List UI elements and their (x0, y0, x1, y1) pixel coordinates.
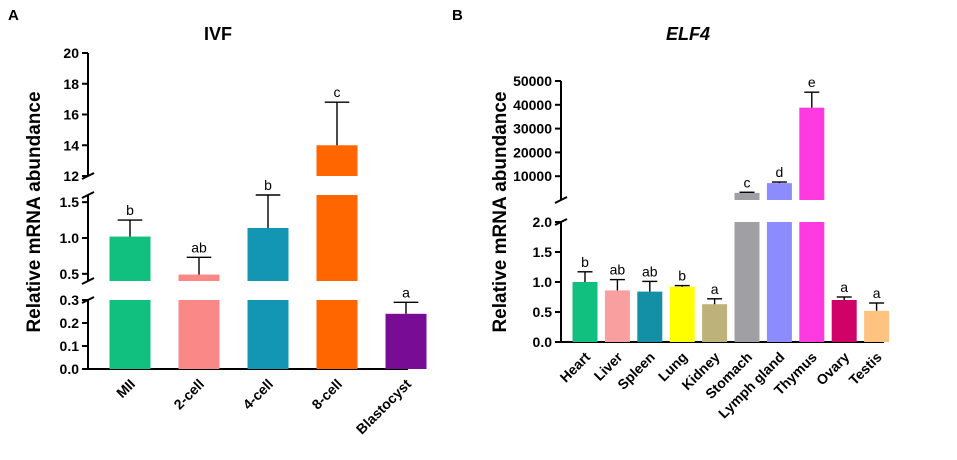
panel-b-significance-label: a (873, 285, 881, 301)
panel-a-axis-break-mark (81, 191, 95, 199)
panel-b-category-label: Heart (556, 349, 593, 386)
panel-a-y-tick-label: 1.5 (60, 194, 80, 210)
panel-b-bar-segment (734, 222, 760, 342)
panel-a-significance-label: a (402, 284, 410, 300)
panel-b-bar (604, 290, 630, 342)
panel-a-y-tick-label: 0.2 (60, 315, 80, 331)
panel-a-bar (109, 236, 151, 281)
panel-b-significance-label: b (678, 268, 686, 284)
panel-a-axis-break-mark (81, 277, 95, 285)
panel-b-y-tick-label: 20000 (513, 144, 552, 160)
panel-b-significance-label: ab (610, 262, 626, 278)
panel-a-bar-segment (316, 300, 358, 369)
panel-b-plot: 0.0 0.5 1.0 1.5 2.0 10000 20000 30000 40000 50000… (513, 73, 890, 421)
panel-b-y-tick-label: 30000 (513, 121, 552, 137)
panel-a-title: IVF (204, 24, 232, 44)
panel-a-bar (385, 313, 427, 369)
panel-a-category-label: MII (113, 376, 138, 401)
panel-b-ylabel: Relative mRNA abundance (490, 91, 511, 332)
panel-a-y-tick-label: 0.1 (60, 338, 80, 354)
panel-a-bar-segment (316, 195, 358, 281)
panel-b-y-tick-label: 10000 (513, 168, 552, 184)
panel-b-bar (637, 291, 663, 342)
panel-b-bar (702, 304, 728, 342)
panel-b-y-tick-label: 40000 (513, 97, 552, 113)
panel-b-bar (669, 286, 695, 342)
panel-a-category-label: 4-cell (239, 376, 276, 413)
panel-a-y-tick-label: 1.0 (60, 230, 80, 246)
panel-a-bar (178, 274, 220, 281)
panel-a-significance-label: ab (191, 239, 207, 255)
panel-b-axis-break-mark (554, 218, 568, 226)
panel-a-bar-segment (178, 300, 220, 369)
panel-b-category-label: Ovary (813, 349, 853, 389)
panel-b-y-tick-label: 1.0 (533, 274, 553, 290)
panel-b-bar (864, 310, 890, 342)
panel-b-significance-label: e (808, 74, 816, 90)
panel-b-y-tick-label: 1.5 (533, 244, 553, 260)
panel-a-category-label: Blastocyst (353, 376, 415, 438)
panel-b-significance-label: c (744, 174, 751, 190)
panel-b-bar-segment (766, 222, 792, 342)
panel-a-significance-label: b (126, 202, 134, 218)
panel-a-category-label: 8-cell (308, 376, 345, 413)
panel-b-y-tick-label: 50000 (513, 73, 552, 89)
panel-b-significance-label: a (711, 281, 719, 297)
panel-b-y-tick-label: 0.0 (533, 334, 553, 350)
panel-a-y-tick-label: 14 (63, 137, 79, 153)
panel-b-significance-label: a (840, 279, 848, 295)
panel-a-significance-label: c (334, 84, 341, 100)
panel-a-y-tick-label: 0.0 (60, 361, 80, 377)
panel-a-significance-label: b (264, 177, 272, 193)
panel-a-category-label: 2-cell (170, 376, 207, 413)
panel-b-bar (831, 300, 857, 342)
panel-b-letter: B (452, 7, 463, 24)
panel-a-y-tick-label: 0.5 (60, 266, 80, 282)
panel-a-y-tick-label: 12 (63, 168, 79, 184)
panel-a-ylabel: Relative mRNA abundance (24, 91, 45, 332)
panel-b-significance-label: d (776, 164, 784, 180)
panel-b-y-tick-label: 2.0 (533, 214, 553, 230)
panel-a-letter: A (8, 7, 19, 24)
panel-a-bar (247, 227, 289, 281)
panel-a-y-tick-label: 20 (63, 45, 79, 61)
panel-b-bar (799, 107, 825, 200)
panel-a-axis-break-mark (81, 296, 95, 304)
panel-b-bar (734, 192, 760, 200)
panel-a-bar-segment (247, 300, 289, 369)
panel-a-bar (316, 145, 358, 176)
panel-b-y-tick-label: 0.5 (533, 304, 553, 320)
panel-b-significance-label: b (581, 254, 589, 270)
panel-a-bar-segment (109, 300, 151, 369)
panel-a-y-tick-label: 0.3 (60, 292, 80, 308)
panel-b-bar (766, 183, 792, 200)
panel-b-category-label: Testis (846, 349, 885, 388)
panel-b-bar-segment (799, 222, 825, 342)
panel-a-plot: 0.00.10.20.30.51.01.51214161820bMIIab2-c… (60, 45, 427, 437)
panel-a-y-tick-label: 18 (63, 76, 79, 92)
panel-b-significance-label: ab (642, 263, 658, 279)
panel-a-axis-break-mark (81, 172, 95, 180)
panel-b-title: ELF4 (666, 24, 710, 44)
panel-a-y-tick-label: 16 (63, 107, 79, 123)
panel-b-bar (572, 282, 598, 342)
panel-b-axis-break-mark (554, 196, 568, 204)
